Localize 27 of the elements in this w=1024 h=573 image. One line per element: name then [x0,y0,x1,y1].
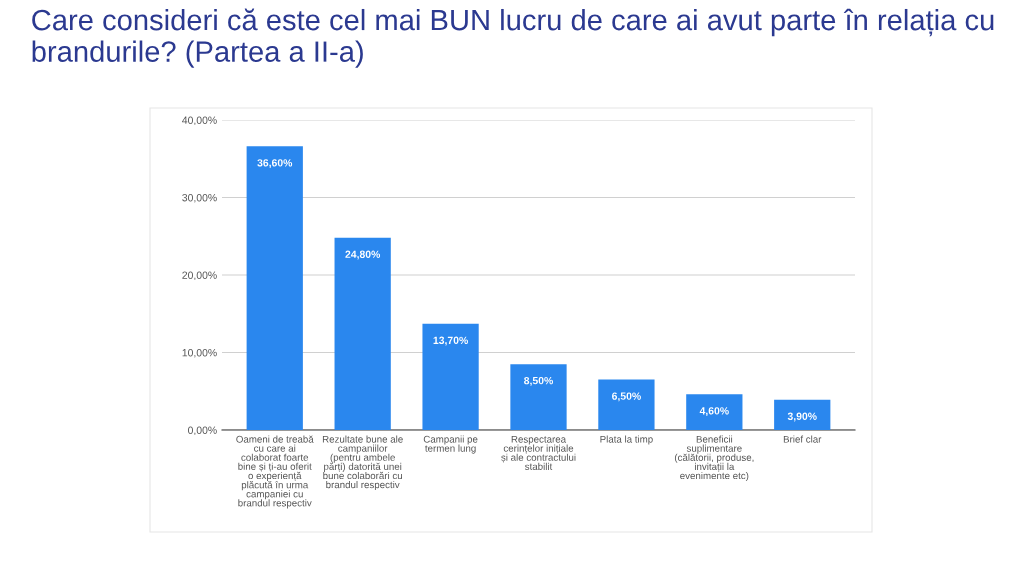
data-label: 36,60% [257,159,293,169]
bar [510,364,567,430]
bar [334,237,391,430]
data-label: 4,60% [699,407,729,417]
x-tick-label: Brief clar [783,435,822,443]
bar [422,323,479,430]
data-label: 8,50% [524,376,553,386]
data-label: 13,70% [433,336,468,346]
y-tick-label: 0,00% [188,426,217,436]
data-label: 24,80% [345,250,381,260]
x-tick-label: Campanii pe termen lung [423,435,478,454]
y-tick-label: 20,00% [182,271,217,281]
y-tick-label: 40,00% [182,116,217,126]
x-tick-label: Rezultate bune ale campaniilor (pentru ambele părți) datorită unei bune colaborări cu brandul respectiv [322,435,403,491]
x-tick-label: Respectarea cerințelor inițiale și ale contractului stabilit [501,435,576,470]
chart-title: Care consideri că este cel mai BUN lucru de care ai avut parte în relația cu brandurile? (Partea a II-a) [32,8,994,68]
bar [774,399,831,430]
bar [686,394,743,430]
x-tick-label: Oameni de treabă cu care ai colaborat foarte bine și ți-au oferit o experiență plăcută în urma campaniei cu brandul respectiv [236,435,314,509]
y-tick-label: 30,00% [182,194,217,203]
data-label: 3,90% [787,412,817,422]
x-tick-label: Beneficii suplimentare (călătorii, produse, invitații la evenimente etc) [674,435,754,482]
y-tick-label: 10,00% [182,349,217,358]
data-label: 6,50% [612,392,641,402]
x-tick-label: Plata la timp [600,435,653,445]
bar [598,379,655,430]
bar [246,146,303,430]
